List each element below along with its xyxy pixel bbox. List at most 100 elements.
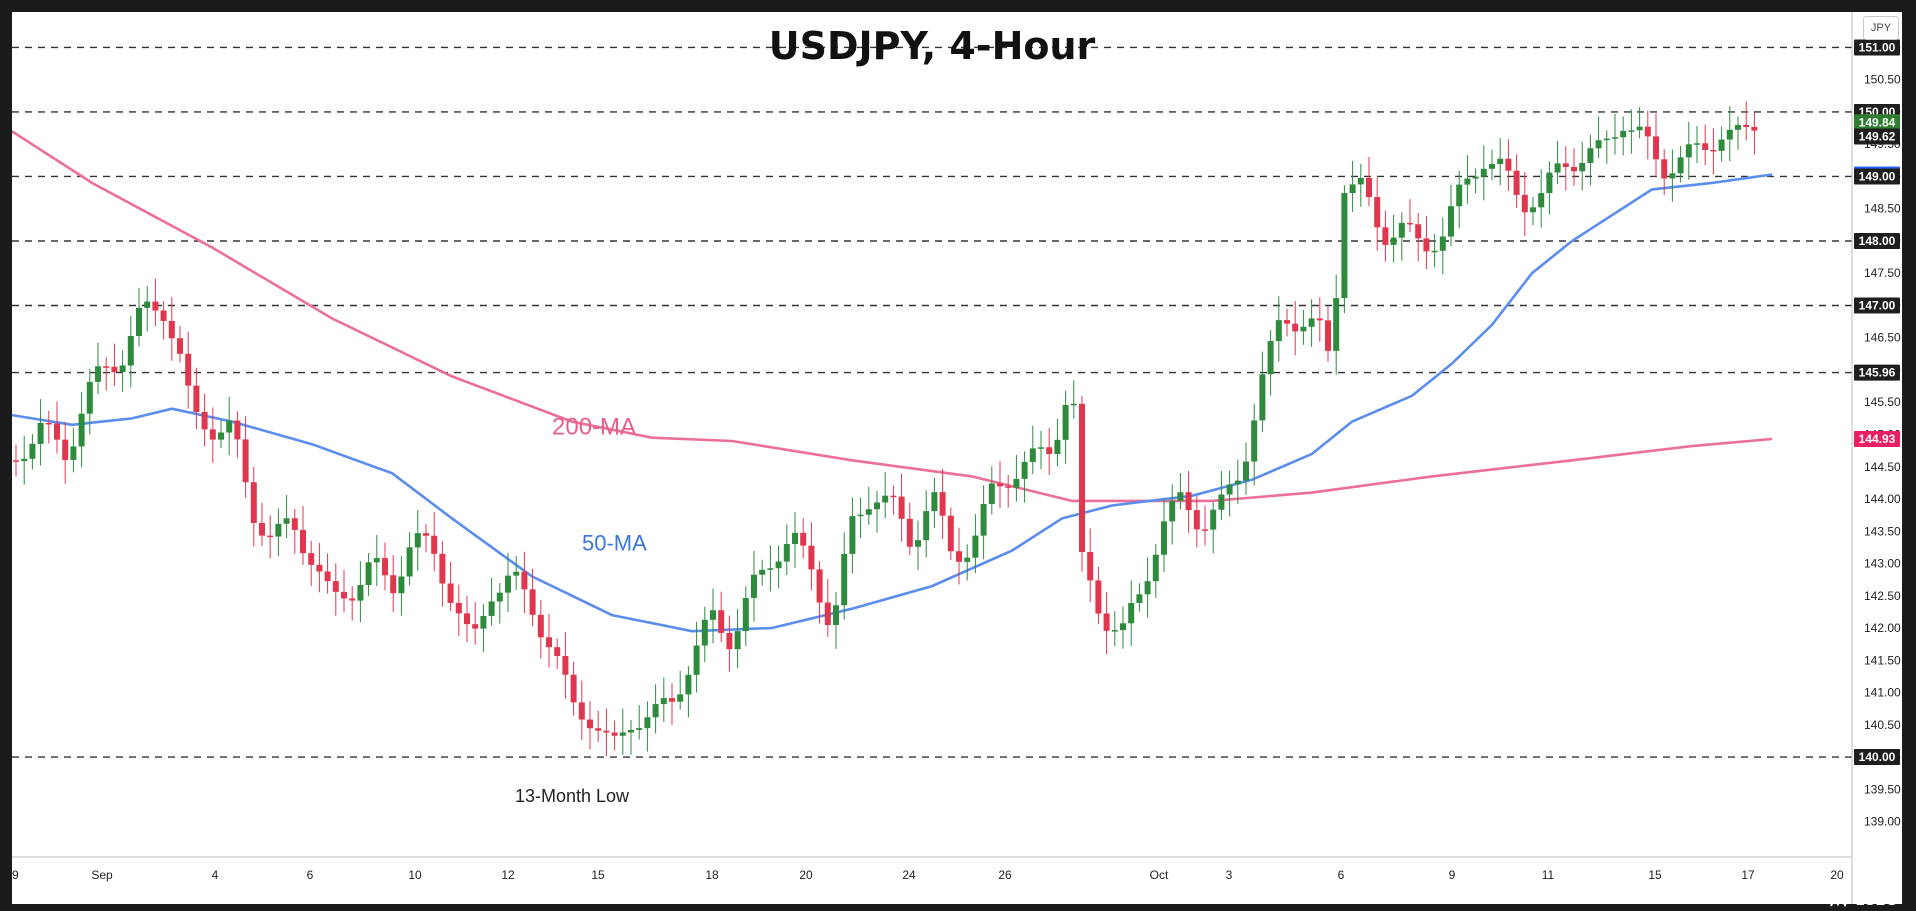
candle-body [1202,529,1208,531]
lseg-logo-icon [1829,895,1850,908]
candle-body [1292,323,1299,332]
price-badge [1854,232,1900,249]
candle-body [177,338,183,354]
candle-body [21,458,28,462]
candle-body [201,411,208,430]
candle-body [1062,404,1069,440]
candle-body [1210,509,1217,530]
candle-body [1677,157,1684,174]
candle-body [291,518,298,530]
price-badge-label: 145.96 [1859,366,1896,380]
candle-body [1415,224,1422,239]
candle-body [1111,630,1118,632]
candle-body [1439,236,1446,251]
candle-body [1554,163,1561,173]
price-badge-label: 149.84 [1859,115,1896,129]
candle-body [546,637,552,648]
brand-logo: LSEG [1829,892,1898,908]
candle-body [1079,403,1085,552]
candle-body [1718,139,1725,151]
candle-body [1005,486,1012,488]
y-tick-label: 141.00 [1864,686,1901,700]
candle-body [127,336,134,366]
candle-body [628,729,634,733]
candle-body [513,571,520,576]
candle-body [398,576,405,594]
candle-body [1177,492,1184,501]
candle-body [1431,250,1438,253]
candle-body [1735,124,1741,130]
candle-body [554,647,561,656]
price-badge-label: 148.00 [1859,234,1896,248]
currency-label[interactable]: JPY [1863,16,1899,40]
candle-body [1595,140,1602,149]
y-tick-label: 139.00 [1864,815,1901,829]
price-badge [1854,364,1900,381]
x-tick-label: 10 [408,868,422,882]
candle-body [1513,170,1520,195]
candle-body [562,655,569,675]
candle-body [1612,137,1618,139]
y-tick-label: 150.50 [1864,73,1901,87]
candle-body [980,504,987,536]
candle-body [537,614,544,638]
y-tick-label: 144.50 [1864,460,1901,474]
candle-body [341,591,347,599]
candle-body [964,557,971,562]
x-tick-label: 20 [799,868,813,882]
ma50-line [12,173,1773,633]
candle-body [1603,138,1610,141]
candle-body [111,366,118,373]
candle-body [136,307,142,337]
candle-body [1144,581,1151,595]
price-chart: 151.00150.50150.00149.50149.00148.50148.… [12,12,1901,904]
brand-text: LSEG [1855,892,1898,908]
candle-body [1374,197,1381,228]
x-tick-label: 12 [501,868,515,882]
candle-body [447,583,454,603]
price-badge [1854,114,1900,131]
candle-body [849,516,856,554]
candle-body [1136,594,1143,603]
candle-body [62,439,69,460]
candle-body [70,446,77,460]
candle-body [1284,320,1290,324]
candle-body [792,532,798,545]
candle-body [414,533,421,548]
candle-body [841,553,848,606]
candle-body [86,381,93,414]
candle-body [685,674,692,695]
candle-body [480,615,487,629]
candle-body [1046,447,1053,455]
candle-body [652,704,659,718]
candle-body [1653,136,1659,160]
candle-body [185,353,192,386]
price-badge-label: 144.93 [1859,432,1896,446]
candle-body [152,301,159,311]
candle-body [751,574,757,598]
price-badge-label: 149.62 [1859,129,1896,143]
candle-body [595,728,602,731]
candle-body [882,495,889,503]
price-badge [1854,168,1900,185]
annotation-label: 200-MA [552,414,636,441]
candle-body [972,535,979,558]
x-tick-label: 3 [1226,868,1233,882]
candle-body [923,511,930,541]
x-tick-label: 11 [1542,868,1555,882]
candle-body [890,495,897,498]
candle-body [349,598,356,601]
candle-body [997,483,1003,487]
candle-body [496,592,503,602]
candle-body [505,575,511,593]
candle-body [1726,129,1733,140]
candle-body [1628,130,1635,132]
candle-body [718,610,725,633]
candle-body [1070,403,1077,406]
y-tick-label: 139.50 [1864,782,1901,796]
y-tick-label: 143.00 [1864,557,1901,571]
candle-body [1267,340,1274,375]
candle-body [1021,461,1028,479]
x-tick-label: Oct [1150,868,1169,882]
candle-body [833,605,839,626]
